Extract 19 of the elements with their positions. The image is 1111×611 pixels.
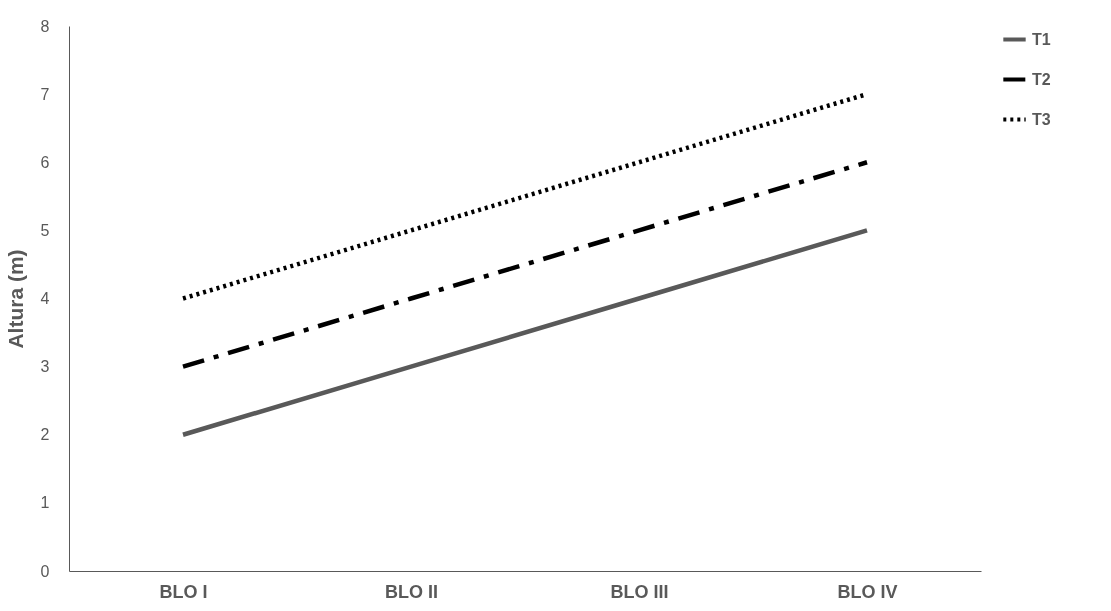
x-tick-label: BLO III — [610, 581, 669, 602]
y-tick-label: 6 — [40, 153, 50, 171]
legend-label: T1 — [1032, 30, 1051, 48]
y-axis-title: Altura (m) — [3, 249, 27, 349]
y-tick-label: 3 — [40, 358, 50, 376]
y-tick-label: 1 — [40, 494, 50, 512]
y-tick-label: 4 — [40, 290, 50, 307]
y-tick-label: 2 — [40, 426, 50, 444]
y-tick-label: 7 — [40, 85, 50, 103]
y-tick-label: 5 — [40, 221, 50, 239]
y-tick-label: 0 — [40, 562, 50, 580]
y-tick-label: 8 — [40, 17, 50, 35]
legend-label: T2 — [1032, 70, 1051, 88]
legend-label: T3 — [1032, 110, 1051, 128]
line-series — [180, 228, 870, 437]
line-series — [180, 160, 870, 369]
x-tick-label: BLO II — [385, 581, 438, 602]
x-tick-label: BLO I — [159, 581, 208, 602]
x-tick-label: BLO IV — [837, 581, 898, 602]
